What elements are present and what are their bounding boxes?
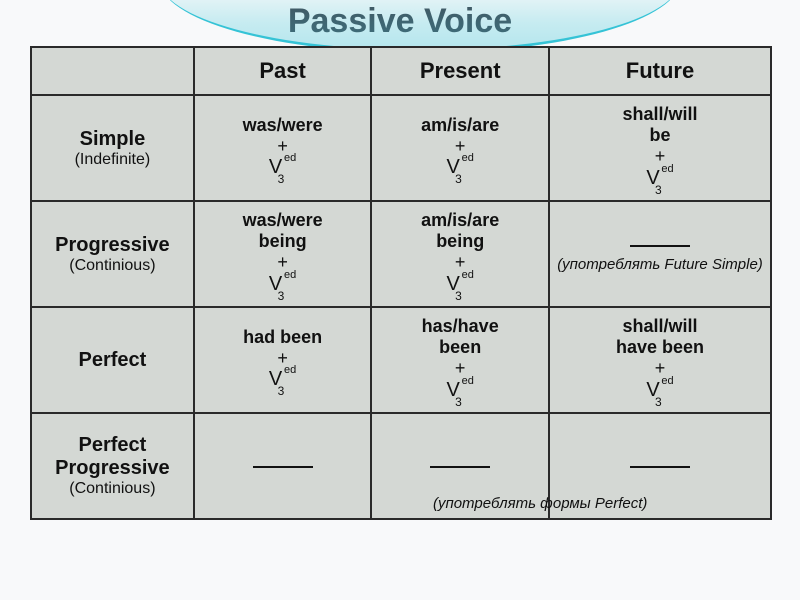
header-past: Past — [194, 47, 372, 95]
row-simple: Simple (Indefinite) was/were + V3ed am/i… — [31, 95, 771, 201]
v3-symbol: V3ed — [646, 379, 673, 404]
aux-text: am/is/are — [374, 115, 546, 136]
rowlabel-perfect-progressive: PerfectProgressive (Continious) — [31, 413, 194, 519]
v3-symbol: V3ed — [447, 273, 474, 298]
rowlabel-simple: Simple (Indefinite) — [31, 95, 194, 201]
plus-sign: + — [197, 348, 369, 369]
v3-symbol: V3ed — [269, 156, 296, 181]
passive-voice-table: Past Present Future Simple (Indefinite) … — [30, 46, 772, 520]
cell-pp-past — [194, 413, 372, 519]
aux-text: has/havebeen — [374, 316, 546, 357]
note-text: (употреблять Future Simple) — [552, 256, 768, 273]
v3-symbol: V3ed — [269, 273, 296, 298]
cell-perfect-past: had been + V3ed — [194, 307, 372, 413]
rowlabel-simple-main: Simple — [34, 128, 191, 151]
plus-sign: + — [197, 136, 369, 157]
rowlabel-progressive: Progressive (Continious) — [31, 201, 194, 307]
cell-progressive-present: am/is/arebeing + V3ed — [371, 201, 549, 307]
v3-symbol: V3ed — [447, 379, 474, 404]
row-progressive: Progressive (Continious) was/werebeing +… — [31, 201, 771, 307]
rowlabel-simple-sub: (Indefinite) — [34, 151, 191, 169]
aux-text: was/were — [197, 115, 369, 136]
aux-text: was/werebeing — [197, 210, 369, 251]
cell-progressive-past: was/werebeing + V3ed — [194, 201, 372, 307]
header-row: Past Present Future — [31, 47, 771, 95]
aux-text: shall/willhave been — [552, 316, 768, 357]
plus-sign: + — [197, 252, 369, 273]
v3-symbol: V3ed — [646, 167, 673, 192]
header-present: Present — [371, 47, 549, 95]
header-blank — [31, 47, 194, 95]
cell-simple-future: shall/willbe + V3ed — [549, 95, 771, 201]
row-perfect: Perfect had been + V3ed has/havebeen + V… — [31, 307, 771, 413]
plus-sign: + — [374, 358, 546, 379]
plus-sign: + — [374, 136, 546, 157]
aux-text: had been — [197, 327, 369, 348]
dash-icon — [253, 466, 313, 468]
dash-icon — [630, 466, 690, 468]
plus-sign: + — [552, 146, 768, 167]
dash-icon — [430, 466, 490, 468]
passive-voice-table-wrap: Past Present Future Simple (Indefinite) … — [30, 46, 772, 520]
rowlabel-pp-main: PerfectProgressive — [34, 434, 191, 480]
rowlabel-pp-sub: (Continious) — [34, 480, 191, 498]
plus-sign: + — [374, 252, 546, 273]
page-title: Passive Voice — [0, 0, 800, 41]
rowlabel-perfect-main: Perfect — [34, 349, 191, 372]
plus-sign: + — [552, 358, 768, 379]
v3-symbol: V3ed — [269, 368, 296, 393]
cell-perfect-present: has/havebeen + V3ed — [371, 307, 549, 413]
aux-text: shall/willbe — [552, 104, 768, 145]
cell-simple-past: was/were + V3ed — [194, 95, 372, 201]
v3-symbol: V3ed — [447, 156, 474, 181]
footnote-text: (употреблять формы Perfect) — [372, 495, 708, 512]
header-future: Future — [549, 47, 771, 95]
rowlabel-progressive-main: Progressive — [34, 234, 191, 257]
row-perfect-progressive: PerfectProgressive (Continious) (употреб… — [31, 413, 771, 519]
cell-pp-present: (употреблять формы Perfect) — [371, 413, 549, 519]
rowlabel-perfect: Perfect — [31, 307, 194, 413]
aux-text: am/is/arebeing — [374, 210, 546, 251]
cell-perfect-future: shall/willhave been + V3ed — [549, 307, 771, 413]
rowlabel-progressive-sub: (Continious) — [34, 257, 191, 275]
cell-simple-present: am/is/are + V3ed — [371, 95, 549, 201]
cell-progressive-future: (употреблять Future Simple) — [549, 201, 771, 307]
dash-icon — [630, 245, 690, 247]
